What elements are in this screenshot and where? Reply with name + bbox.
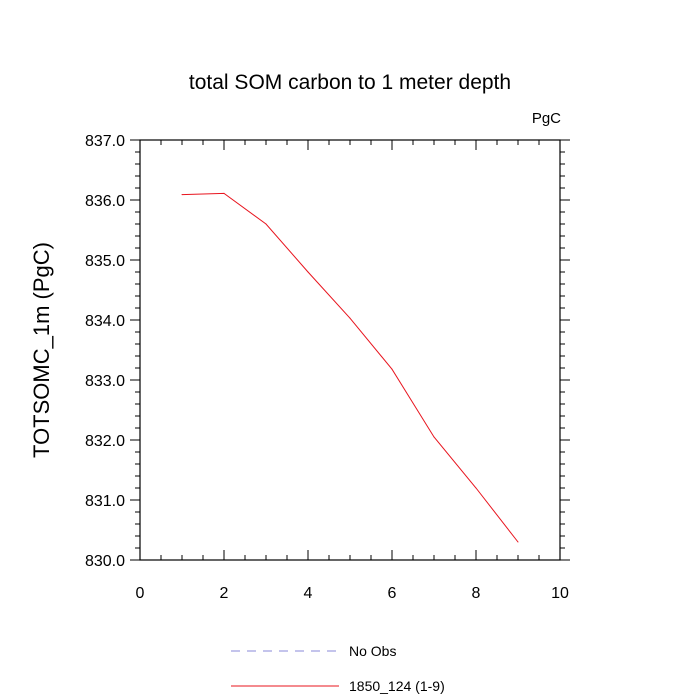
y-tick-label: 835.0 xyxy=(85,253,125,270)
x-tick-label: 4 xyxy=(304,585,313,602)
y-tick-label: 833.0 xyxy=(85,373,125,390)
axis-tick-labels: 0 2 4 6 8 10 830.0 831.0 832.0 833.0 834.0 835.0 836… xyxy=(85,133,569,602)
y-axis-label: TOTSOMC_1m (PgC) xyxy=(29,242,54,458)
data-point xyxy=(517,541,519,543)
legend: No Obs 1850_124 (1-9) xyxy=(231,643,445,694)
y-tick-label: 837.0 xyxy=(85,133,125,150)
x-tick-label: 6 xyxy=(388,585,397,602)
units-label: PgC xyxy=(532,110,561,127)
x-tick-label: 2 xyxy=(220,585,229,602)
y-tick-label: 832.0 xyxy=(85,433,125,450)
data-point xyxy=(223,192,225,194)
chart-title: total SOM carbon to 1 meter depth xyxy=(189,71,511,94)
data-point xyxy=(475,487,477,489)
data-point xyxy=(307,271,309,273)
legend-label: 1850_124 (1-9) xyxy=(349,678,445,694)
data-point xyxy=(433,436,435,438)
x-tick-label: 10 xyxy=(551,585,569,602)
y-tick-label: 836.0 xyxy=(85,193,125,210)
data-series xyxy=(181,192,519,543)
legend-label: No Obs xyxy=(349,643,396,659)
data-point xyxy=(181,194,183,196)
plot-frame xyxy=(139,139,561,561)
data-point xyxy=(391,368,393,370)
data-point xyxy=(265,223,267,225)
axis-ticks xyxy=(130,139,570,561)
y-tick-label: 831.0 xyxy=(85,493,125,510)
series-line xyxy=(181,192,519,543)
x-tick-label: 8 xyxy=(472,585,481,602)
y-tick-label: 830.0 xyxy=(85,553,125,570)
x-tick-label: 0 xyxy=(136,585,145,602)
data-point xyxy=(349,317,351,319)
y-tick-label: 834.0 xyxy=(85,313,125,330)
